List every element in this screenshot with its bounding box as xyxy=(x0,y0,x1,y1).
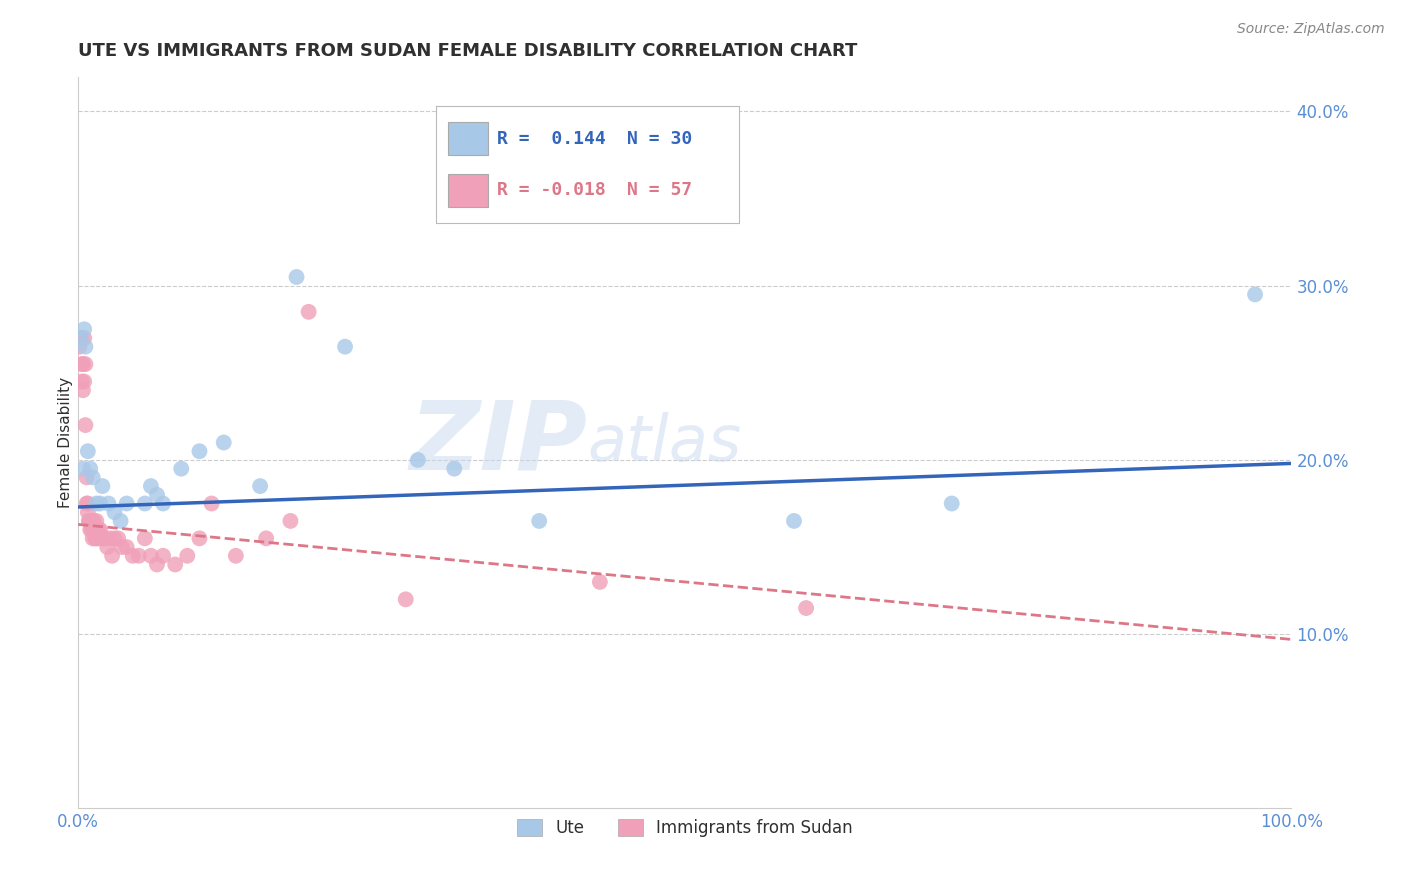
Point xyxy=(86,514,108,528)
Point xyxy=(79,523,101,537)
Point xyxy=(98,532,121,546)
Text: Source: ZipAtlas.com: Source: ZipAtlas.com xyxy=(1237,22,1385,37)
Point xyxy=(128,549,150,563)
Point xyxy=(80,523,103,537)
Point xyxy=(69,331,91,345)
Point xyxy=(107,532,129,546)
Point xyxy=(75,340,97,354)
Point xyxy=(73,331,96,345)
Point xyxy=(200,496,222,510)
Point xyxy=(90,532,112,546)
Point xyxy=(72,357,94,371)
Point xyxy=(1244,287,1267,301)
Point xyxy=(91,532,114,546)
Point xyxy=(527,514,550,528)
Point xyxy=(443,461,465,475)
Point xyxy=(76,444,98,458)
Point xyxy=(225,549,247,563)
Point xyxy=(77,514,100,528)
Point xyxy=(75,418,97,433)
Point xyxy=(82,514,104,528)
Point xyxy=(82,532,104,546)
Point xyxy=(111,540,134,554)
Point xyxy=(941,496,963,510)
Point xyxy=(86,532,108,546)
Point xyxy=(67,340,90,354)
Point xyxy=(86,532,108,546)
Point xyxy=(176,549,198,563)
Point xyxy=(76,470,98,484)
Text: ZIP: ZIP xyxy=(409,396,588,489)
Point xyxy=(794,601,817,615)
Point xyxy=(73,322,96,336)
Point xyxy=(333,340,356,354)
Point xyxy=(82,470,104,484)
Point xyxy=(97,496,120,510)
Point xyxy=(101,549,124,563)
Point xyxy=(87,523,110,537)
Point xyxy=(134,496,156,510)
Point xyxy=(134,532,156,546)
Point xyxy=(188,444,211,458)
Point xyxy=(89,496,111,510)
Point xyxy=(280,514,302,528)
Point xyxy=(103,532,125,546)
Point xyxy=(285,270,308,285)
Point xyxy=(110,514,132,528)
Point xyxy=(83,514,105,528)
Point xyxy=(115,540,138,554)
Point xyxy=(79,514,101,528)
Text: UTE VS IMMIGRANTS FROM SUDAN FEMALE DISABILITY CORRELATION CHART: UTE VS IMMIGRANTS FROM SUDAN FEMALE DISA… xyxy=(79,42,858,60)
Point xyxy=(783,514,806,528)
Point xyxy=(170,461,193,475)
Point xyxy=(146,488,169,502)
Point xyxy=(86,496,108,510)
Point xyxy=(96,540,118,554)
Point xyxy=(395,592,418,607)
Point xyxy=(139,479,162,493)
Point xyxy=(115,496,138,510)
Point xyxy=(406,453,429,467)
Point xyxy=(139,549,162,563)
Point xyxy=(152,496,174,510)
Point xyxy=(73,375,96,389)
Point xyxy=(589,574,612,589)
Text: atlas: atlas xyxy=(588,411,742,474)
Point xyxy=(212,435,235,450)
Point xyxy=(84,532,107,546)
Point xyxy=(146,558,169,572)
Point xyxy=(69,331,91,345)
Y-axis label: Female Disability: Female Disability xyxy=(58,377,73,508)
Point xyxy=(91,479,114,493)
Point xyxy=(72,461,94,475)
Point xyxy=(76,496,98,510)
Point xyxy=(298,305,321,319)
Point xyxy=(188,532,211,546)
Point xyxy=(80,514,103,528)
Point xyxy=(70,375,93,389)
Point xyxy=(152,549,174,563)
Point xyxy=(103,505,125,519)
Point xyxy=(79,461,101,475)
Point xyxy=(76,496,98,510)
Point xyxy=(76,505,98,519)
Point xyxy=(75,357,97,371)
Point xyxy=(70,357,93,371)
Point xyxy=(72,383,94,397)
Point xyxy=(165,558,187,572)
Point xyxy=(121,549,143,563)
Point xyxy=(89,523,111,537)
Point xyxy=(83,523,105,537)
Point xyxy=(249,479,271,493)
Point xyxy=(77,514,100,528)
Legend: Ute, Immigrants from Sudan: Ute, Immigrants from Sudan xyxy=(510,813,859,844)
Point xyxy=(254,532,277,546)
Point xyxy=(94,532,117,546)
